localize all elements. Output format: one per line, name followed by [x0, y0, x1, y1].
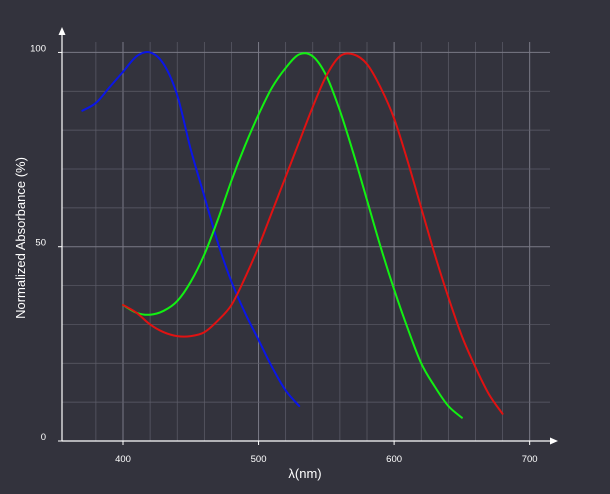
- y-tick-label: 100: [30, 43, 46, 54]
- labels-layer: λ(nm) Normalized Absorbance (%) 400 500 60…: [13, 43, 538, 481]
- y-axis-title: Normalized Absorbance (%): [13, 157, 28, 319]
- red-absorbance-curve: [122, 52, 504, 415]
- x-tick-label: 500: [251, 454, 267, 465]
- x-tick-label: 700: [522, 454, 538, 465]
- y-axis-arrow: [58, 27, 66, 35]
- x-axis-title: λ(nm): [288, 466, 321, 481]
- x-axis-arrow: [550, 437, 558, 445]
- blue-absorbance-curve: [81, 51, 301, 408]
- x-tick-label: 600: [386, 454, 402, 465]
- x-tick-label: 400: [115, 454, 131, 465]
- y-tick-label: 0: [41, 432, 46, 443]
- grid-layer: [62, 41, 550, 441]
- green-absorbance-curve: [122, 52, 463, 419]
- axes-layer: [58, 27, 558, 445]
- series-layer: [81, 51, 504, 419]
- y-tick-label: 50: [35, 238, 46, 249]
